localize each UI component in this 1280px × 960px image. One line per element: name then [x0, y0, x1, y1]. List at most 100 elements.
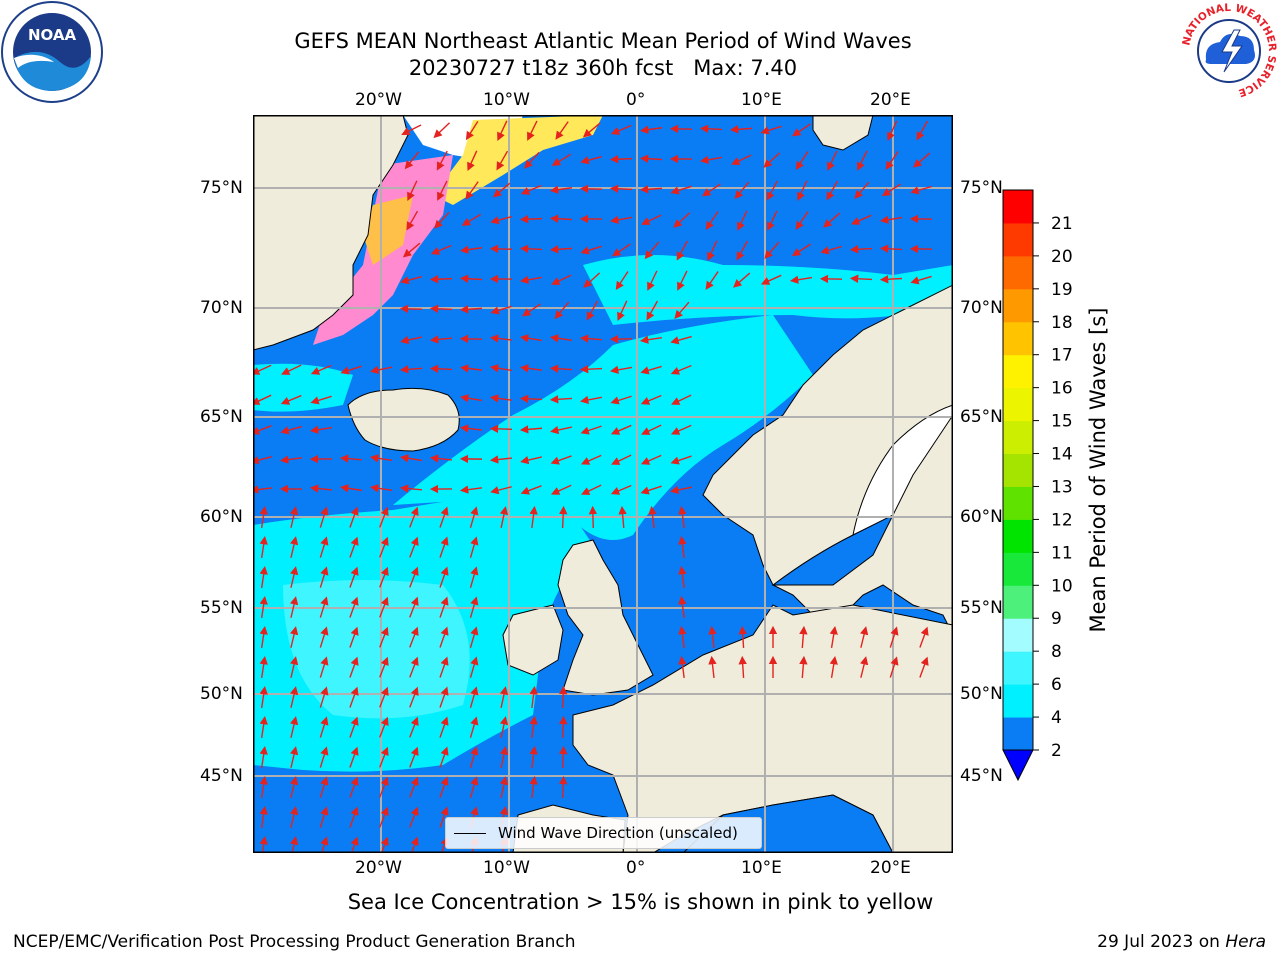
wave-direction-arrow: [430, 244, 452, 255]
colorbar-tick-label: 18: [1051, 313, 1073, 333]
wave-direction-arrow: [465, 181, 479, 200]
graticule: [253, 115, 953, 853]
colorbar-segment: [1003, 420, 1033, 455]
wave-direction-arrow: [615, 271, 629, 291]
wave-direction-arrow: [640, 454, 662, 465]
colorbar-tick-label: 15: [1051, 412, 1073, 432]
wave-direction-arrow: [529, 505, 538, 529]
wave-direction-arrow: [469, 776, 479, 798]
lat-tick-left: 70°N: [200, 298, 243, 318]
colorbar-segment: [1003, 255, 1033, 290]
colorbar-frame: [1002, 189, 1034, 751]
wave-direction-arrow: [737, 210, 748, 231]
wave-direction-arrow: [879, 244, 903, 253]
wave-direction-arrow: [310, 395, 332, 405]
wave-direction-arrow: [673, 212, 691, 228]
wave-direction-arrow: [369, 484, 393, 493]
wave-direction-arrow: [618, 505, 627, 529]
wave-direction-arrow: [319, 686, 329, 708]
wave-direction-arrow: [738, 655, 747, 679]
wave-direction-arrow: [489, 394, 513, 403]
wave-direction-arrow: [349, 536, 359, 558]
wave-direction-arrow: [610, 424, 632, 435]
wave-direction-arrow: [889, 656, 899, 678]
lon-tick-top: 0°: [626, 90, 646, 110]
wave-direction-arrow: [795, 211, 809, 230]
wave-direction-arrow: [641, 424, 662, 435]
wave-direction-arrow: [469, 746, 479, 768]
wave-direction-arrow: [887, 120, 898, 142]
wave-direction-arrow: [519, 394, 543, 403]
lat-tick-right: 70°N: [960, 298, 1003, 318]
wave-direction-arrow: [648, 505, 657, 529]
colorbar-segment: [1003, 618, 1033, 652]
lon-tick-bottom: 20°W: [355, 858, 402, 878]
wave-direction-arrow: [319, 536, 329, 558]
lat-tick-right: 55°N: [960, 598, 1003, 618]
wave-direction-arrow: [641, 214, 662, 225]
wave-direction-arrow: [529, 745, 538, 769]
wave-direction-arrow: [259, 715, 268, 739]
wave-direction-arrow: [676, 240, 688, 261]
wave-direction-arrow: [379, 626, 389, 648]
wave-direction-arrow: [580, 395, 602, 405]
wave-direction-arrow: [489, 455, 513, 464]
wave-direction-arrow: [289, 656, 299, 678]
wave-direction-arrow: [280, 425, 302, 435]
wave-direction-arrow: [550, 455, 572, 465]
chart-title: GEFS MEAN Northeast Atlantic Mean Period…: [294, 29, 912, 53]
wave-direction-arrow: [549, 334, 573, 343]
wave-direction-arrow: [702, 183, 721, 197]
wave-direction-arrow: [429, 364, 453, 373]
wave-direction-arrow: [707, 240, 718, 262]
colorbar-tick-label: 11: [1051, 543, 1073, 563]
wave-direction-arrow: [350, 836, 359, 853]
wave-direction-arrow: [789, 275, 813, 284]
wave-direction-arrow: [440, 836, 449, 853]
colorbar-segment: [1003, 321, 1033, 356]
wave-direction-arrow: [259, 505, 268, 529]
colorbar-segment: [1003, 288, 1033, 323]
lon-tick-bottom: 10°W: [483, 858, 530, 878]
wave-direction-arrow: [489, 424, 513, 434]
wave-direction-arrow: [400, 275, 422, 285]
wave-direction-arrow: [670, 455, 692, 465]
colorbar-segment: [1003, 651, 1033, 685]
wave-direction-arrow: [496, 150, 509, 171]
wave-direction-arrow: [829, 625, 838, 648]
wave-direction-arrow: [738, 625, 747, 649]
wave-direction-arrow: [319, 776, 329, 798]
wave-direction-arrow: [469, 686, 479, 708]
colorbar-tick-label: 16: [1051, 379, 1073, 399]
wave-direction-arrow: [409, 776, 419, 798]
wave-direction-arrow: [610, 215, 632, 224]
lat-tick-left: 60°N: [200, 507, 243, 527]
lat-tick-right: 45°N: [960, 766, 1003, 786]
wave-direction-arrow: [380, 836, 389, 853]
wave-direction-arrow: [678, 595, 687, 619]
wave-direction-arrow: [439, 686, 449, 708]
wave-direction-arrow: [459, 394, 482, 403]
wave-direction-arrow: [459, 424, 483, 433]
wave-direction-arrow: [499, 746, 509, 768]
wave-direction-arrow: [434, 211, 450, 229]
wave-direction-arrow: [520, 275, 542, 284]
wave-direction-arrow: [409, 596, 419, 618]
wave-direction-arrow: [497, 120, 508, 141]
colorbar-tick-label: 8: [1051, 642, 1062, 662]
wave-direction-arrow: [409, 536, 419, 558]
wave-direction-arrow: [559, 505, 568, 529]
wave-direction-arrow: [520, 485, 542, 495]
wave-direction-arrow: [916, 120, 928, 141]
wave-direction-arrow: [646, 300, 658, 321]
wave-direction-arrow: [760, 125, 782, 135]
wave-direction-arrow: [823, 212, 841, 228]
wave-direction-arrow: [889, 626, 899, 648]
wave-direction-arrow: [736, 240, 748, 261]
wave-direction-arrow: [407, 180, 418, 201]
wave-direction-arrow: [799, 655, 808, 679]
svalbard-land: [812, 115, 874, 151]
wave-direction-arrow: [519, 364, 543, 373]
wave-direction-arrow: [639, 125, 663, 134]
colorbar-segment: [1003, 486, 1033, 520]
